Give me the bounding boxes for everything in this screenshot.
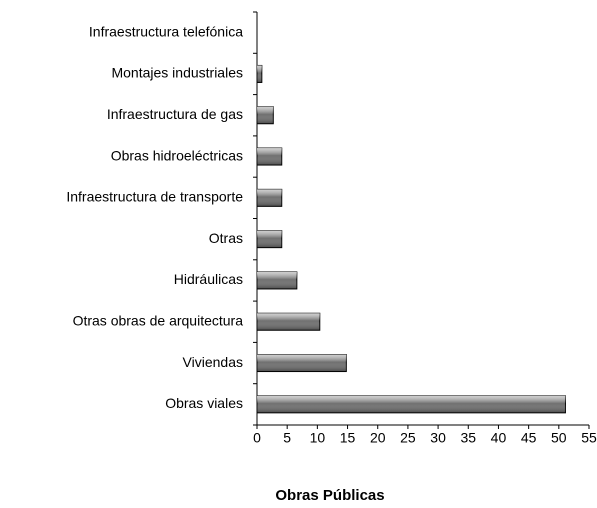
y-tick-label: Infraestructura telefónica [89,23,243,39]
bar [256,354,347,373]
y-tick-label: Hidráulicas [174,271,243,287]
x-tick-label: 30 [430,430,446,446]
bar [256,312,321,331]
x-tick-label: 25 [400,430,416,446]
y-tick-label: Otras obras de arquitectura [73,312,244,328]
y-tick-label: Viviendas [183,354,243,370]
bar [256,147,283,166]
x-tick-label: 55 [581,430,597,446]
y-tick-label: Montajes industriales [111,65,243,81]
x-tick-label: 10 [310,430,326,446]
x-tick-label: 35 [460,430,476,446]
x-tick-label: 0 [253,430,261,446]
y-tick-label: Obras viales [165,395,243,411]
x-axis-title: Obras Públicas [275,487,384,504]
x-tick-label: 40 [491,430,507,446]
bar [256,271,298,290]
y-tick-label: Obras hidroeléctricas [111,147,243,163]
bar [256,188,283,207]
x-tick-label: 50 [551,430,567,446]
x-tick-label: 15 [340,430,356,446]
y-tick-label: Infraestructura de gas [107,106,243,122]
y-tick-label: Infraestructura de transporte [66,189,243,205]
bar [256,106,274,125]
x-tick-label: 5 [283,430,291,446]
x-tick-label: 45 [521,430,537,446]
bar [256,64,263,83]
x-tick-label: 20 [370,430,386,446]
y-tick-label: Otras [209,230,243,246]
bar [256,395,566,414]
bar [256,230,283,249]
